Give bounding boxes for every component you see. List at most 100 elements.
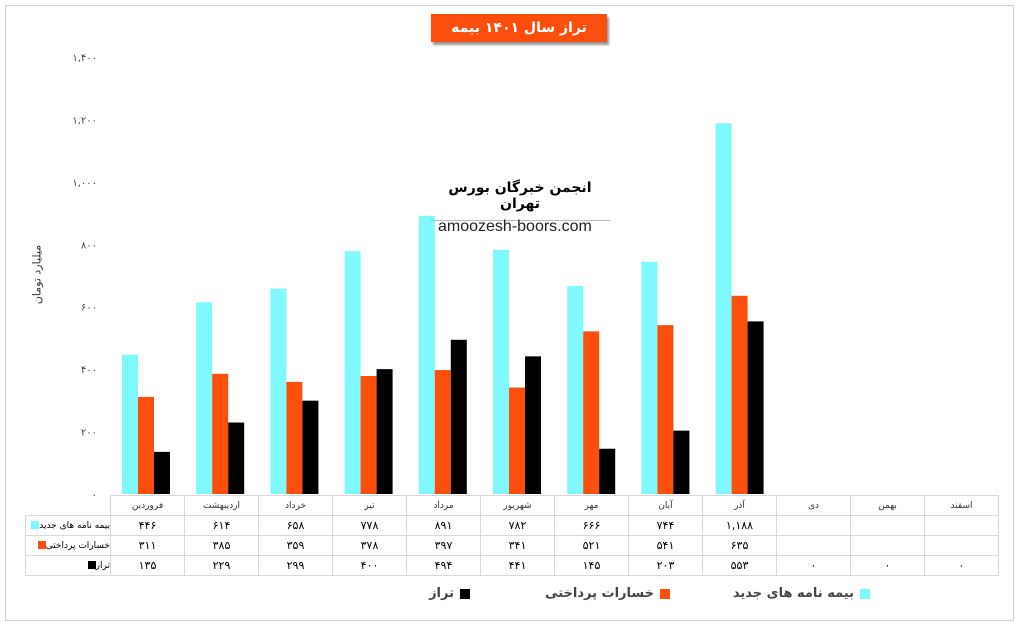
data-cell: ۴۰۰ (332, 555, 407, 576)
data-cell (776, 535, 851, 556)
category-label: شهریور (480, 495, 555, 516)
legend-swatch (460, 588, 470, 599)
series-swatch (31, 521, 40, 529)
bar-2 (525, 356, 541, 494)
y-tick-label: ۱,۴۰۰ (72, 53, 97, 64)
data-cell: ۶۵۸ (258, 515, 333, 536)
bar-0 (715, 123, 732, 494)
data-cell (850, 535, 925, 556)
bar-1 (138, 396, 154, 494)
bar-2 (228, 422, 245, 494)
legend-item: تراز (330, 586, 470, 601)
category-label: خرداد (258, 495, 333, 516)
bar-2 (673, 430, 690, 494)
bar-1 (657, 325, 674, 494)
data-cell: ۱۳۵ (110, 555, 185, 576)
category-label: تیر (332, 495, 407, 516)
legend-label: خسارات پرداختی (545, 586, 654, 601)
category-label: بهمن (850, 495, 925, 516)
legend-swatch (860, 588, 870, 599)
bar-1 (434, 370, 451, 494)
bar-1 (509, 387, 525, 494)
y-tick-label: ۰ (92, 490, 97, 501)
chart-frame (5, 5, 1014, 621)
bar-0 (493, 249, 509, 494)
data-cell (850, 515, 925, 536)
bar-1 (731, 295, 748, 494)
data-cell: ۵۴۱ (628, 535, 703, 556)
data-cell: ۲۲۹ (184, 555, 259, 576)
y-tick-label: ۲۰۰ (81, 428, 97, 439)
y-tick-label: ۴۰۰ (81, 365, 97, 376)
data-cell: ۰ (776, 555, 851, 576)
bar-0 (122, 354, 138, 494)
data-cell: ۳۵۹ (258, 535, 333, 556)
bar-2 (376, 369, 393, 494)
bar-1 (212, 373, 229, 494)
data-cell (924, 515, 999, 536)
y-tick-label: ۸۰۰ (81, 240, 97, 251)
legend-label: تراز (429, 586, 454, 601)
series-swatch (87, 561, 96, 569)
category-label: دی (776, 495, 851, 516)
category-label: اسفند (924, 495, 999, 516)
bar-0 (270, 288, 287, 494)
bar-2 (599, 448, 616, 494)
bar-0 (567, 286, 584, 494)
y-tick-label: ۶۰۰ (81, 303, 97, 314)
data-cell: ۳۷۸ (332, 535, 407, 556)
data-cell: ۱,۱۸۸ (702, 515, 777, 536)
watermark-site: amoozesh-boors.com (438, 218, 592, 235)
data-cell: ۱۴۵ (554, 555, 629, 576)
data-cell: ۶۶۶ (554, 515, 629, 536)
data-cell: ۶۳۵ (702, 535, 777, 556)
bar-2 (154, 451, 170, 494)
watermark-org: انجمن خبرگان بورس تهران (430, 180, 610, 221)
data-cell: ۳۱۱ (110, 535, 185, 556)
data-cell: ۷۸۲ (480, 515, 555, 536)
data-cell: ۵۵۳ (702, 555, 777, 576)
bar-0 (196, 302, 213, 494)
bar-1 (583, 331, 600, 494)
legend: بیمه نامه های جدید خسارات پرداختی تراز (330, 586, 870, 601)
bar-2 (302, 400, 319, 494)
data-cell: ۷۴۴ (628, 515, 703, 536)
bar-1 (360, 376, 377, 494)
data-cell: ۴۴۶ (110, 515, 185, 536)
chart-title: تراز سال ۱۴۰۱ بیمه البـــــرز (431, 14, 607, 64)
y-tick-label: ۱,۰۰۰ (72, 178, 97, 189)
data-cell: ۲۰۳ (628, 555, 703, 576)
bar-2 (747, 321, 764, 494)
category-label: مهر (554, 495, 629, 516)
legend-swatch (660, 588, 670, 599)
y-tick-label: ۱,۲۰۰ (72, 115, 97, 126)
legend-item: خسارات پرداختی (530, 586, 670, 601)
data-table: فروردین اردیبهشت خرداد تیر مرداد شهریور مهر آبا… (25, 495, 999, 576)
category-label: آبان (628, 495, 703, 516)
category-label: فروردین (110, 495, 185, 516)
bar-1 (286, 381, 303, 494)
legend-label: بیمه نامه های جدید (732, 586, 854, 601)
series-name: خسارات پرداختی (45, 540, 110, 551)
bar-0 (641, 261, 658, 494)
data-cell: ۵۲۱ (554, 535, 629, 556)
data-cell: ۸۹۱ (406, 515, 481, 536)
category-label: آذر (702, 495, 777, 516)
data-cell: ۳۸۵ (184, 535, 259, 556)
bar-2 (450, 339, 467, 494)
data-cell: ۰ (924, 555, 999, 576)
data-cell: ۴۴۱ (480, 555, 555, 576)
series-name: بیمه نامه های جدید (39, 520, 110, 531)
legend-item: بیمه نامه های جدید (730, 586, 870, 601)
data-cell: ۳۹۷ (406, 535, 481, 556)
data-cell: ۲۹۹ (258, 555, 333, 576)
bar-0 (344, 251, 361, 494)
category-label: مرداد (406, 495, 481, 516)
data-cell (924, 535, 999, 556)
series-swatch (37, 541, 46, 549)
data-cell: ۷۷۸ (332, 515, 407, 536)
category-label: اردیبهشت (184, 495, 259, 516)
data-cell: ۴۹۴ (406, 555, 481, 576)
data-cell: ۰ (850, 555, 925, 576)
